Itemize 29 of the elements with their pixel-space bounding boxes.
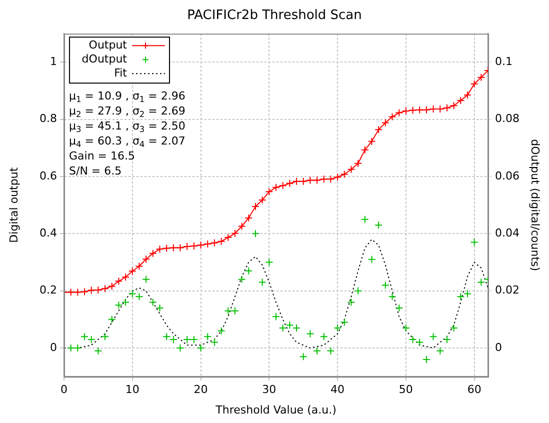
y-tick-label: 1: [50, 55, 57, 68]
legend-label: Output: [88, 38, 128, 52]
x-tick-label: 10: [125, 383, 140, 396]
y-tick-label: 0.2: [40, 284, 57, 297]
y2-tick-label: 0.04: [495, 226, 520, 240]
x-tick-label: 30: [262, 383, 276, 396]
y2-tick-label: 0: [495, 340, 502, 354]
y2-tick-label: 0.1: [495, 55, 512, 68]
y2-tick-label: 0.06: [495, 169, 520, 182]
line-series: [64, 238, 488, 349]
y-tick-label: 0.6: [40, 169, 57, 182]
x-axis-title: Threshold Value (a.u.): [214, 403, 336, 416]
annotation: S/N = 6.5: [69, 164, 122, 178]
y-tick-label: 0.4: [40, 226, 57, 240]
y-tick-label: 0: [50, 340, 57, 354]
y-axis-title: Digital output: [7, 166, 20, 243]
x-tick-label: 0: [60, 383, 68, 396]
x-tick-label: 60: [467, 383, 482, 396]
x-tick-label: 20: [194, 383, 208, 396]
y2-tick-label: 0.02: [495, 284, 520, 297]
chart-title: PACIFICr2b Threshold Scan: [187, 8, 362, 24]
x-tick-label: 50: [398, 383, 413, 396]
y-tick-label: 0.8: [40, 112, 57, 126]
x-tick-label: 40: [330, 383, 345, 396]
y2-axis-title: dOutput (digital/counts): [528, 139, 542, 272]
y2-tick-label: 0.08: [495, 112, 520, 126]
legend-label: Fit: [114, 66, 128, 80]
legend-label: dOutput: [82, 52, 128, 66]
annotation: Gain = 16.5: [69, 149, 135, 162]
